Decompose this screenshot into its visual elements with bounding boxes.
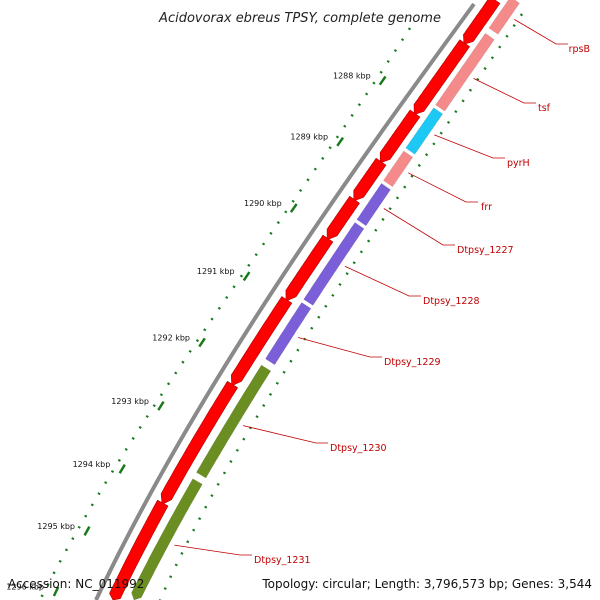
tick-label: 1296 kbp (6, 583, 44, 592)
tick-mark (118, 463, 126, 474)
gene-feature-rpsB (488, 0, 520, 35)
gene-label-rpsB: rpsB (569, 44, 590, 55)
gene-feature-frr (383, 150, 414, 188)
tick-mark (157, 400, 165, 411)
gene-feature-Dtpsy_1231 (131, 478, 203, 600)
tick-mark (52, 586, 60, 597)
forward-cds-4 (353, 157, 387, 202)
gene-label-Dtpsy_1230: Dtpsy_1230 (330, 443, 387, 454)
tick-label: 1295 kbp (37, 522, 75, 531)
forward-cds-1 (463, 0, 501, 45)
forward-cds-6 (285, 234, 334, 302)
forward-cds-8 (160, 380, 239, 505)
gene-feature-Dtpsy_1227 (356, 183, 391, 227)
gene-feature-Dtpsy_1230 (196, 364, 272, 479)
tick-label: 1294 kbp (73, 460, 111, 469)
tick-mark (378, 75, 387, 86)
tick-label: 1293 kbp (111, 397, 149, 406)
tick-label: 1292 kbp (152, 333, 190, 342)
gene-feature-tsf (435, 32, 495, 112)
tick-mark (336, 136, 345, 147)
callout-line (297, 337, 382, 358)
forward-cds-9 (109, 499, 169, 600)
forward-cds-2 (413, 39, 471, 116)
callout-line (242, 425, 328, 444)
tick-mark (83, 526, 91, 536)
tick-marks (52, 75, 387, 597)
gene-label-Dtpsy_1227: Dtpsy_1227 (457, 245, 514, 256)
tick-label: 1288 kbp (333, 72, 371, 81)
forward-cds-5 (326, 195, 360, 241)
map-title: Acidovorax ebreus TPSY, complete genome (158, 11, 441, 26)
tick-label: 1290 kbp (244, 199, 282, 208)
gene-label-pyrH: pyrH (507, 158, 530, 169)
forward-strand-features (109, 0, 501, 600)
gene-label-tsf: tsf (538, 103, 551, 114)
tick-label: 1289 kbp (290, 133, 328, 142)
genome-summary-text: Topology: circular; Length: 3,796,573 bp… (262, 577, 592, 591)
tick-mark (198, 337, 206, 348)
gene-label-Dtpsy_1231: Dtpsy_1231 (254, 555, 311, 566)
gene-label-frr: frr (481, 202, 492, 213)
callout-line (344, 265, 421, 297)
gene-callouts: rpsB tsf pyrH frr Dtpsy_1227 Dtpsy_1228 Dtpsy_… (174, 19, 590, 566)
callout-line (174, 544, 252, 556)
gene-feature-pyrH (405, 107, 444, 155)
tick-labels: 1288 kbp 1289 kbp 1290 kbp 1291 kbp 1292 kbp… (6, 72, 370, 592)
callout-line (473, 78, 536, 104)
callout-line (383, 208, 455, 246)
outer-ruler (38, 27, 412, 600)
tick-mark (289, 203, 298, 213)
tick-label: 1291 kbp (197, 267, 235, 276)
inner-ruler (158, 13, 524, 600)
gene-label-Dtpsy_1228: Dtpsy_1228 (423, 296, 480, 307)
gene-label-Dtpsy_1229: Dtpsy_1229 (384, 357, 441, 368)
callout-line (434, 134, 505, 159)
callout-line (408, 172, 478, 203)
reverse-strand-features (131, 0, 520, 600)
backbone-ring (94, 2, 476, 600)
callout-line (514, 19, 568, 45)
accession-text: Accession: NC_011992 (8, 577, 145, 591)
gene-feature-Dtpsy_1229 (265, 302, 312, 366)
forward-cds-3 (379, 109, 421, 164)
forward-cds-7 (230, 296, 293, 387)
tick-mark (242, 271, 251, 282)
gene-feature-Dtpsy_1228 (303, 222, 365, 306)
